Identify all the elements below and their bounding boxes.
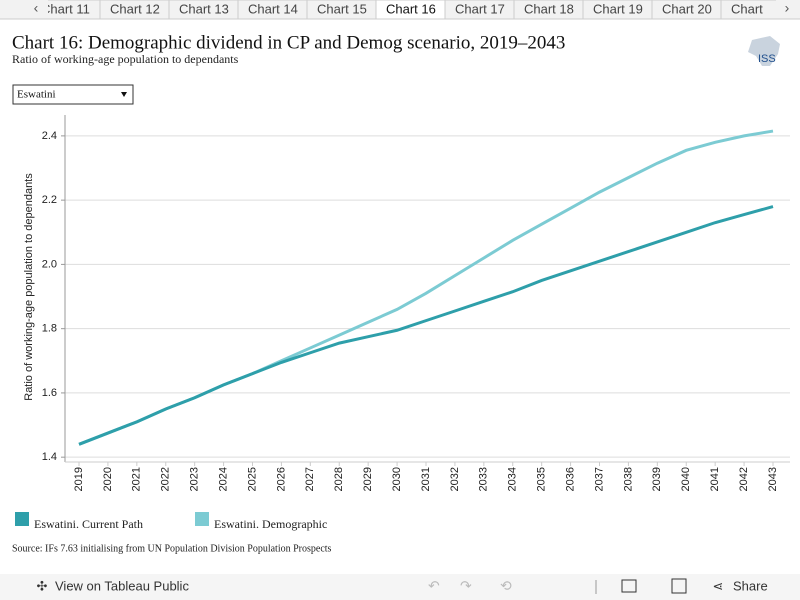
legend-label: Eswatini. Demographic (214, 517, 327, 531)
tab-label: Chart 19 (593, 1, 643, 16)
tab-label: Chart 17 (455, 1, 505, 16)
legend-swatch (15, 512, 29, 526)
x-tick-label: 2024 (217, 467, 229, 491)
x-tick-label: 2037 (593, 467, 605, 491)
chart-subtitle: Ratio of working-age population to depen… (12, 52, 239, 66)
x-tick-label: 2034 (507, 467, 519, 491)
line (78, 129, 774, 446)
x-tick-label: 2021 (131, 467, 143, 491)
y-axis-title: Ratio of working-age population to depen… (23, 173, 35, 401)
x-tick-label: 2042 (738, 467, 750, 491)
tab-label: Chart 14 (248, 1, 298, 16)
x-tick-label: 2041 (709, 467, 721, 491)
share-icon: ⋖ (713, 578, 724, 593)
y-tick-label: 2.4 (42, 130, 57, 142)
tab-label: Chart 13 (179, 1, 229, 16)
share[interactable]: Share (733, 578, 768, 593)
y-tick-label: 1.6 (42, 387, 57, 399)
tab-label: Chart 11 (41, 1, 90, 16)
chart-title: Chart 16: Demographic dividend in CP and… (12, 32, 565, 53)
x-tick-label: 2028 (333, 467, 345, 491)
toolbar (0, 574, 800, 600)
view-link[interactable]: View on Tableau Public (55, 578, 189, 593)
dropdown[interactable] (12, 84, 134, 105)
revert[interactable]: ⟲ (500, 578, 512, 594)
x-tick-label: 2019 (73, 467, 85, 491)
tab-label: Chart 12 (110, 1, 160, 16)
x-tick-label: 2029 (362, 467, 374, 491)
dropdown-arrow (121, 92, 127, 97)
logo-shape (748, 36, 780, 66)
tab-label: Chart 16 (386, 1, 436, 16)
x-tick-label: 2027 (304, 467, 316, 491)
x-tick-label: 2026 (275, 467, 287, 491)
x-tick-label: 2030 (391, 467, 403, 491)
x-tick-label: 2025 (246, 467, 258, 491)
x-tick-label: 2023 (189, 467, 201, 491)
tabs: Chart 11 Chart 12 Chart 13 Chart 14 Chart 15… (41, 0, 790, 19)
legend-label: Eswatini. Current Path (34, 517, 143, 531)
line (78, 205, 774, 446)
legend-swatch (195, 512, 209, 526)
redo[interactable]: ↷ (460, 578, 472, 594)
tab-label: Chart 15 (317, 1, 367, 16)
x-tick-label: 2022 (160, 467, 172, 491)
tab-label: Chart (731, 1, 763, 16)
logo-text: ISS (758, 53, 776, 65)
plot: 1.4 1.6 1.8 2.0 2.2 2.4 2019 2020 2021 2022 2023 20… (42, 115, 790, 491)
y-tick-label: 1.8 (42, 323, 57, 335)
x-tick-label: 2039 (651, 467, 663, 491)
y-tick-label: 2.2 (42, 194, 57, 206)
tab-next[interactable]: › (785, 0, 790, 16)
x-tick-label: 2040 (680, 467, 692, 491)
download[interactable] (621, 579, 637, 593)
x-tick-label: 2038 (622, 467, 634, 491)
tab-prev[interactable]: ‹ (34, 0, 39, 16)
x-tick-label: 2020 (102, 467, 114, 491)
y-tick-label: 2.0 (42, 258, 57, 270)
tab-label: Chart 18 (524, 1, 574, 16)
logo: ISS (748, 36, 780, 66)
x-tick-label: 2031 (420, 467, 432, 491)
x-tick-label: 2033 (478, 467, 490, 491)
tab-label: Chart 20 (662, 1, 712, 16)
tab[interactable] (720, 0, 790, 19)
x-tick-label: 2035 (536, 467, 548, 491)
tableau-icon: ✣ (37, 578, 48, 593)
dropdown-value: Eswatini (17, 89, 56, 101)
source: Source: IFs 7.63 initialising from UN Po… (12, 543, 332, 554)
y-tick-label: 1.4 (42, 451, 57, 463)
x-tick-label: 2032 (449, 467, 461, 491)
undo[interactable]: ↶ (428, 578, 440, 594)
fullscreen[interactable] (671, 578, 687, 594)
x-tick-label: 2043 (767, 467, 779, 491)
x-tick-label: 2036 (564, 467, 576, 491)
